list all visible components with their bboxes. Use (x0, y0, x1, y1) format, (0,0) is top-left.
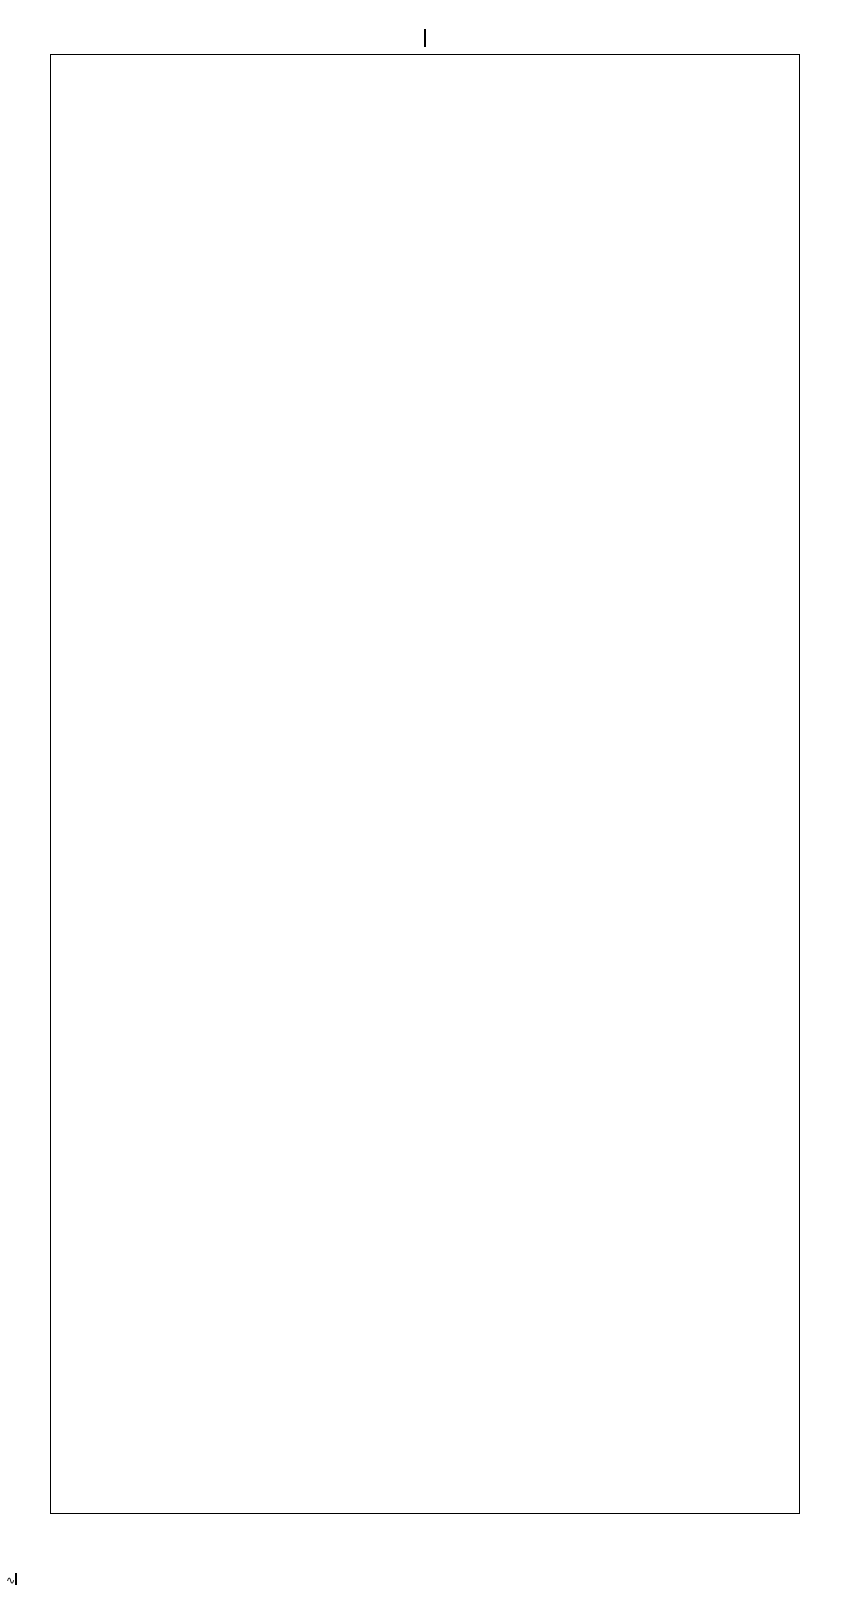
seismogram-svg (51, 55, 799, 1513)
seismogram-plot (50, 54, 800, 1514)
x-tick-labels (50, 1514, 800, 1528)
footer-scale: ∿ (6, 1574, 850, 1587)
scale-indicator (0, 31, 850, 49)
footer-scale-bar-icon (15, 1573, 17, 1585)
chart-header (0, 0, 850, 49)
scale-bar-icon (424, 29, 426, 47)
x-axis (50, 1514, 800, 1554)
